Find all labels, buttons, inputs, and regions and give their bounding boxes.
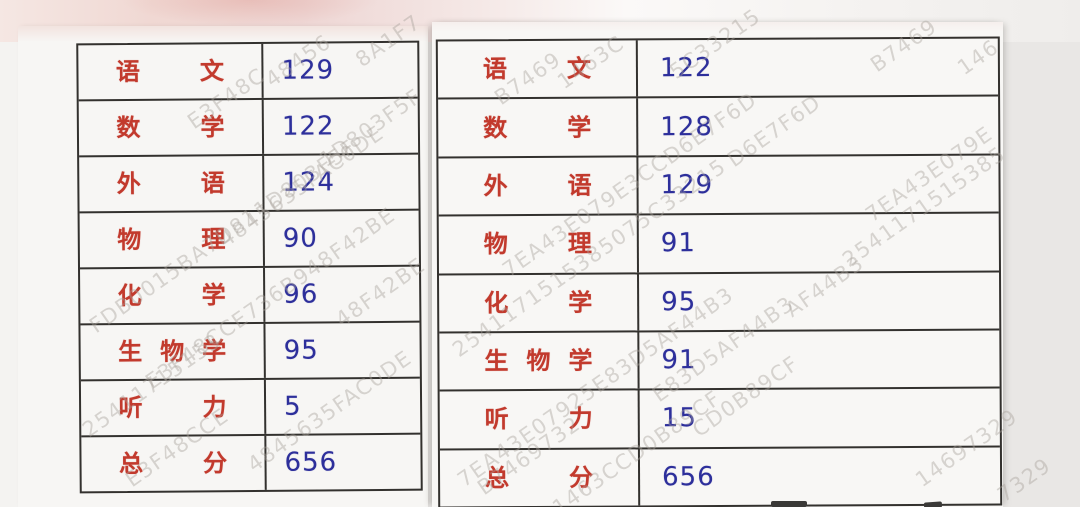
subject-cell: 外语 [438,157,639,215]
score-cell: 122 [659,53,713,84]
subject-cell: 总分 [81,435,267,492]
subject-cell: 物理 [438,215,639,273]
score-row: 语文 129 [78,42,418,102]
subject-char: 生 [118,337,143,367]
cropped-next-row-mark [771,501,807,507]
score-cell: 15 [661,403,697,434]
score-cell: 91 [660,228,697,259]
subject-char: 语 [115,57,141,87]
subject-char: 生 [484,347,509,376]
subject-char: 物 [117,225,142,255]
score-cell: 128 [660,111,713,142]
subject-char: 理 [567,229,592,259]
subject-char: 总 [484,463,510,493]
subject-char: 总 [118,449,144,479]
subject-cell: 生物学 [439,332,640,390]
subject-char: 力 [202,393,227,422]
score-cell: 5 [283,391,302,422]
subject-char: 文 [199,57,225,86]
subject-cell: 化学 [80,267,266,324]
subject-cell: 语文 [437,40,639,98]
subject-cell: 数学 [438,98,639,157]
score-row: 化学 95 [439,272,1000,334]
score-row: 语文 122 [437,38,999,100]
score-cell: 90 [282,223,318,254]
score-cell: 129 [281,55,335,86]
score-row: 听力 15 [439,388,1000,451]
score-cell: 96 [283,279,319,310]
subject-cell: 听力 [80,379,267,436]
right-score-table: 语文 122 数学 128 外语 129 物理 91 化学 95 生物学 91 听力 15 总分 656 [435,36,1003,507]
score-cell: 129 [660,169,714,201]
subject-char: 听 [484,405,509,434]
subject-cell: 化学 [439,273,640,332]
subject-cell: 总分 [439,449,641,507]
score-row: 化学 96 [80,266,420,326]
score-row: 数学 122 [78,98,419,158]
score-row: 生物学 91 [439,330,1000,392]
subject-char: 理 [201,225,226,254]
score-row: 外语 124 [79,154,419,214]
subject-char: 力 [568,405,593,434]
score-cell: 91 [661,345,697,376]
score-row: 生物学 95 [80,322,420,382]
subject-char: 化 [117,281,142,311]
subject-char: 学 [201,281,226,310]
subject-char: 分 [568,463,594,492]
score-cell: 656 [661,461,715,493]
subject-char: 化 [484,288,509,317]
subject-char: 学 [568,288,593,317]
left-score-table: 语文 129 数学 122 外语 124 物理 90 化学 96 生物学 95 听力 5 总分 656 [76,40,423,494]
subject-char: 学 [567,113,592,142]
right-sheet-paper [432,22,1003,507]
subject-cell: 外语 [79,155,265,212]
score-cell: 122 [281,111,335,142]
score-row: 外语 129 [438,155,999,217]
subject-cell: 语文 [78,43,264,100]
subject-char: 外 [483,172,508,201]
left-sheet-paper [18,26,428,507]
subject-cell: 物理 [79,211,265,268]
score-cell: 95 [283,335,319,366]
subject-char: 语 [482,55,508,84]
score-cell: 124 [282,167,336,198]
cropped-next-row-mark [923,501,943,507]
score-row: 数学 128 [438,96,999,159]
subject-char: 分 [202,449,228,478]
score-cell: 95 [661,286,697,317]
subject-char: 学 [568,346,593,375]
score-row: 物理 91 [438,213,1000,275]
score-row: 总分 656 [81,435,420,492]
subject-char: 文 [566,54,592,83]
subject-char: 语 [200,169,225,198]
subject-char: 数 [483,113,508,142]
score-row: 总分 656 [439,447,1000,507]
subject-char: 数 [116,113,141,143]
subject-char: 听 [118,393,143,423]
subject-char: 物 [483,230,508,259]
subject-char: 物 [526,346,551,376]
subject-char: 物 [160,337,185,366]
subject-cell: 生物学 [80,323,266,380]
subject-char: 外 [116,169,141,199]
subject-cell: 听力 [439,390,640,449]
score-cell: 656 [284,447,338,478]
subject-char: 学 [200,113,225,142]
subject-char: 学 [202,337,227,366]
subject-char: 语 [567,171,592,200]
score-row: 物理 90 [79,210,420,270]
subject-cell: 数学 [78,99,265,156]
